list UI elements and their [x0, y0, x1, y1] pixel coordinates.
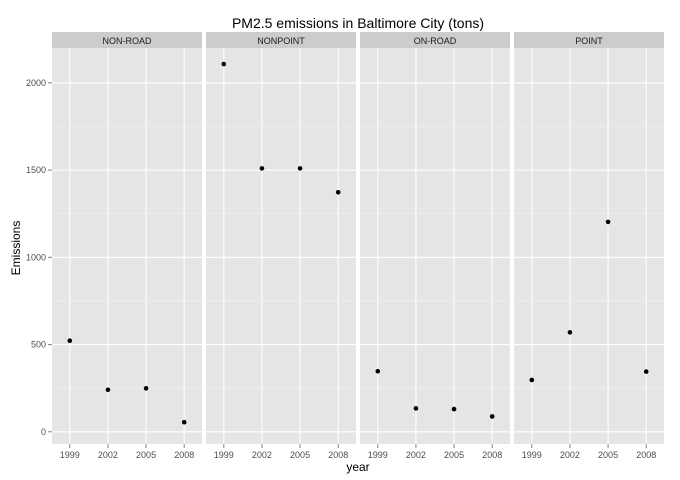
y-tick-label: 1000 [26, 252, 46, 262]
x-tick-label: 2005 [290, 450, 310, 460]
x-tick-label: 2008 [328, 450, 348, 460]
x-tick-label: 1999 [368, 450, 388, 460]
x-tick-label: 2002 [252, 450, 272, 460]
y-tick-label: 0 [41, 427, 46, 437]
facet-strip [514, 32, 664, 48]
y-tick-label: 500 [31, 340, 46, 350]
x-tick-label: 2005 [136, 450, 156, 460]
x-tick-label: 2002 [98, 450, 118, 460]
facet-panel-nonpoint: NONPOINT 1999 2002 2005 2008 [206, 32, 356, 460]
facet-strip-label: NONPOINT [257, 36, 305, 46]
data-point [413, 406, 419, 411]
panel-background [52, 48, 202, 444]
data-point [451, 406, 457, 412]
y-tick-label: 2000 [26, 78, 46, 88]
panel-background [206, 48, 356, 444]
x-tick-label: 2008 [636, 450, 656, 460]
y-tick-label: 1500 [26, 165, 46, 175]
facet-strip-label: POINT [575, 36, 603, 46]
x-tick-label: 2005 [598, 450, 618, 460]
panel-background [514, 48, 664, 444]
y-axis-title: Emissions [9, 221, 23, 276]
data-point [643, 369, 649, 374]
facet-strip-label: ON-ROAD [414, 36, 457, 46]
chart-title: PM2.5 emissions in Baltimore City (tons) [232, 15, 484, 31]
data-point [529, 377, 535, 383]
facet-panel-point: POINT 1999 2002 2005 2008 [514, 32, 664, 460]
x-axis-title: year [346, 460, 369, 474]
data-point [105, 387, 111, 393]
facet-strip [360, 32, 510, 48]
x-tick-label: 1999 [522, 450, 542, 460]
facet-strip-label: NON-ROAD [103, 36, 152, 46]
data-point [221, 61, 227, 67]
y-axis: 0 500 1000 1500 2000 [26, 78, 52, 437]
data-point [181, 419, 187, 425]
facet-panels: NON-ROAD 1999 2002 2005 2008 NONPOINT 1999 2002… [52, 32, 664, 460]
data-point [67, 338, 73, 344]
facet-strip [52, 32, 202, 48]
facet-panel-on-road: ON-ROAD 1999 2002 2005 2008 [360, 32, 510, 460]
x-tick-label: 2002 [560, 450, 580, 460]
data-point [335, 189, 341, 195]
panel-background [360, 48, 510, 444]
x-tick-label: 2002 [406, 450, 426, 460]
data-point [605, 219, 611, 225]
x-tick-label: 1999 [60, 450, 80, 460]
data-point [259, 166, 265, 171]
data-point [489, 414, 495, 419]
data-point [375, 368, 381, 374]
data-point [143, 386, 149, 391]
facet-strip [206, 32, 356, 48]
x-tick-label: 2008 [482, 450, 502, 460]
data-point [567, 330, 573, 335]
facet-panel-non-road: NON-ROAD 1999 2002 2005 2008 [52, 32, 202, 460]
x-tick-label: 1999 [214, 450, 234, 460]
data-point [297, 166, 303, 171]
x-tick-label: 2008 [174, 450, 194, 460]
x-tick-label: 2005 [444, 450, 464, 460]
